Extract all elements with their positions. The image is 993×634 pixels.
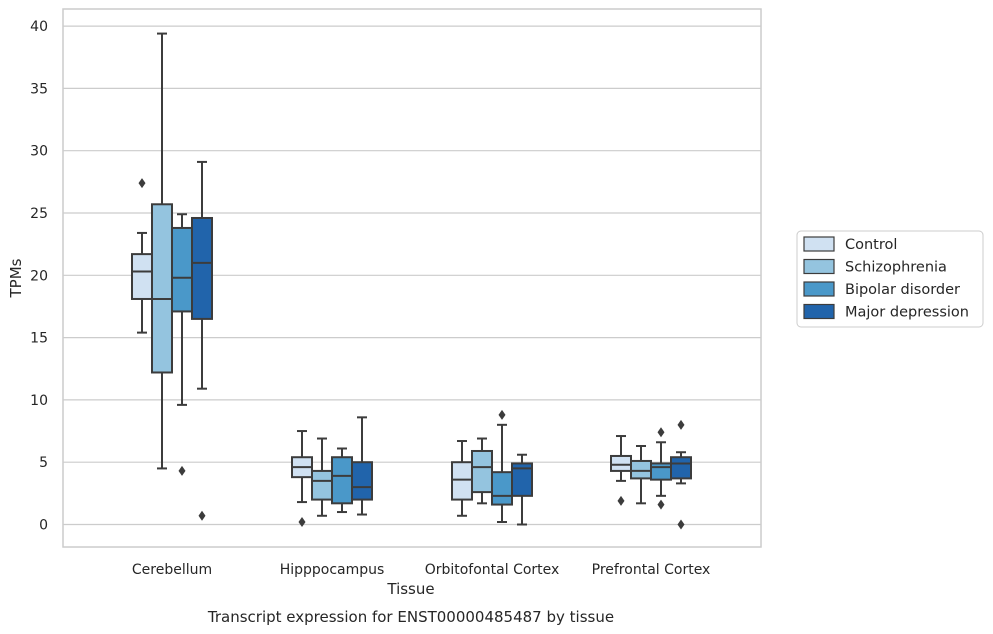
x-tick-label: Prefrontal Cortex bbox=[592, 562, 711, 578]
iqr-box bbox=[451, 461, 473, 501]
legend-label: Bipolar disorder bbox=[845, 282, 960, 298]
x-tick-labels: Cerebellum Hipppocampus Orbitofontal Corte… bbox=[132, 562, 710, 578]
outlier-point bbox=[617, 495, 625, 506]
iqr-box bbox=[151, 203, 173, 374]
legend-swatch bbox=[803, 303, 835, 320]
iqr-box bbox=[491, 471, 513, 506]
y-tick-label: 0 bbox=[39, 518, 48, 534]
y-tick-label: 15 bbox=[30, 331, 48, 347]
box-major-depression bbox=[351, 416, 373, 516]
y-tick-label: 25 bbox=[30, 206, 48, 222]
box-control bbox=[610, 435, 632, 506]
y-tick-label: 20 bbox=[30, 268, 48, 284]
iqr-box bbox=[331, 456, 353, 505]
x-tick-label: Hipppocampus bbox=[280, 562, 385, 578]
box-schizophrenia bbox=[471, 437, 493, 505]
box-major-depression bbox=[511, 453, 533, 526]
iqr-box bbox=[171, 226, 193, 313]
box-control bbox=[291, 430, 313, 528]
box-schizophrenia bbox=[630, 445, 652, 505]
legend-swatch bbox=[803, 281, 835, 297]
y-tick-label: 10 bbox=[30, 393, 48, 409]
iqr-box bbox=[650, 462, 672, 481]
x-axis-label: Tissue bbox=[386, 580, 434, 598]
iqr-box bbox=[311, 469, 333, 501]
y-axis-label: TPMs bbox=[7, 258, 25, 298]
legend-label: Control bbox=[845, 237, 897, 253]
y-tick-label: 5 bbox=[39, 455, 48, 471]
outlier-point bbox=[498, 409, 506, 420]
outlier-point bbox=[138, 178, 146, 189]
y-tick-label: 35 bbox=[30, 81, 48, 97]
box-control bbox=[131, 178, 153, 334]
outlier-point bbox=[657, 427, 665, 438]
iqr-box bbox=[610, 454, 632, 472]
iqr-box bbox=[351, 461, 373, 501]
box-groups bbox=[131, 32, 692, 530]
legend: Control Schizophrenia Bipolar disorder Majo… bbox=[796, 230, 984, 328]
iqr-box bbox=[191, 216, 213, 320]
iqr-box bbox=[131, 253, 153, 300]
box-bipolar-disorder bbox=[650, 427, 672, 510]
outlier-point bbox=[198, 510, 206, 521]
box-major-depression bbox=[670, 419, 692, 530]
chart-title: Transcript expression for ENST0000048548… bbox=[207, 608, 614, 626]
outlier-point bbox=[677, 419, 685, 430]
iqr-box bbox=[670, 456, 692, 480]
y-tick-label: 30 bbox=[30, 144, 48, 160]
box-schizophrenia bbox=[151, 32, 173, 470]
y-tick-labels: 0 5 10 15 20 25 30 35 40 bbox=[30, 19, 48, 533]
y-tick-label: 40 bbox=[30, 19, 48, 35]
iqr-box bbox=[471, 449, 493, 494]
x-tick-label: Cerebellum bbox=[132, 562, 212, 578]
outlier-point bbox=[657, 499, 665, 510]
legend-swatch bbox=[803, 258, 835, 275]
box-major-depression bbox=[191, 160, 213, 521]
outlier-point bbox=[677, 519, 685, 530]
outlier-point bbox=[298, 517, 306, 528]
legend-frame bbox=[796, 230, 984, 328]
box-schizophrenia bbox=[311, 437, 333, 517]
iqr-box bbox=[511, 462, 533, 497]
box-bipolar-disorder bbox=[491, 409, 513, 524]
plot-frame bbox=[62, 8, 762, 548]
iqr-box bbox=[630, 459, 652, 480]
box-control bbox=[451, 440, 473, 517]
legend-label: Major depression bbox=[845, 305, 969, 321]
legend-swatch bbox=[803, 236, 835, 252]
outlier-point bbox=[178, 465, 186, 476]
x-tick-label: Orbitofontal Cortex bbox=[425, 562, 560, 578]
box-bipolar-disorder bbox=[171, 213, 193, 476]
box-bipolar-disorder bbox=[331, 447, 353, 514]
legend-label: Schizophrenia bbox=[845, 260, 947, 276]
